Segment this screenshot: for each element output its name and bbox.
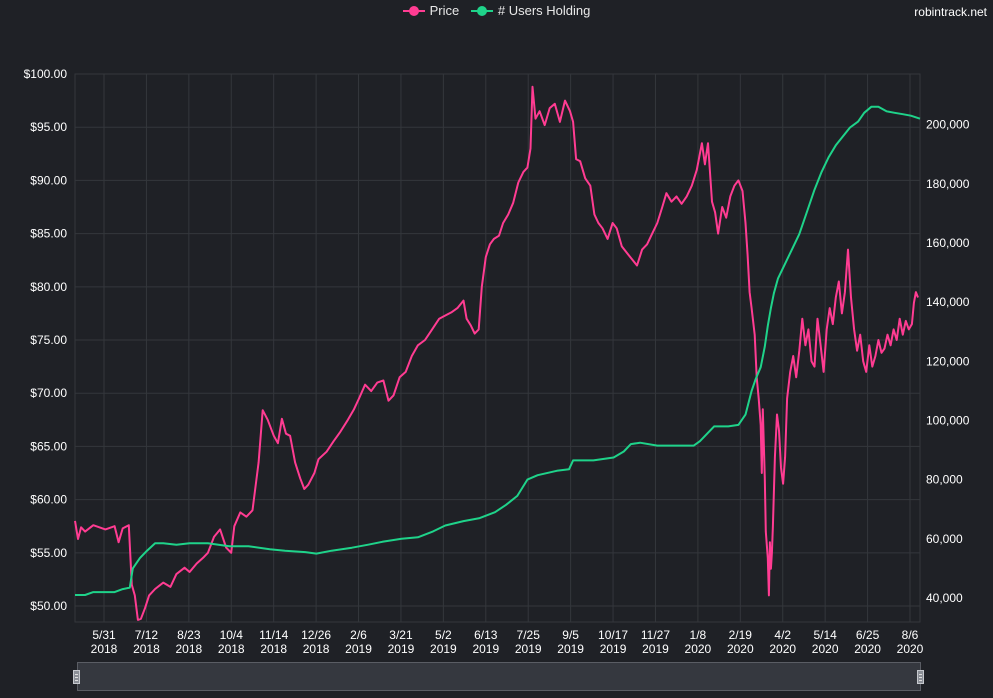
x-tick-label: 10/4 bbox=[220, 628, 244, 642]
x-tick-label: 11/27 bbox=[641, 628, 670, 642]
x-tick-label: 10/17 bbox=[598, 628, 628, 642]
plot-frame bbox=[74, 73, 921, 623]
x-tick-label: 7/25 bbox=[517, 628, 541, 642]
y-left-tick-label: $85.00 bbox=[30, 227, 67, 241]
navigator-left-handle[interactable] bbox=[73, 670, 80, 684]
y-right-tick-label: 140,000 bbox=[926, 295, 970, 309]
x-tick-year-label: 2018 bbox=[133, 642, 160, 656]
y-left-tick-label: $50.00 bbox=[30, 599, 67, 613]
legend: Price # Users Holding bbox=[0, 3, 993, 20]
x-tick-label: 4/2 bbox=[774, 628, 791, 642]
navigator-right-handle[interactable] bbox=[917, 670, 924, 684]
x-tick-year-label: 2019 bbox=[600, 642, 627, 656]
x-tick-label: 2/19 bbox=[729, 628, 753, 642]
x-tick-year-label: 2018 bbox=[303, 642, 330, 656]
x-tick-label: 11/14 bbox=[259, 628, 288, 642]
x-tick-year-label: 2020 bbox=[812, 642, 839, 656]
y-right-tick-label: 180,000 bbox=[926, 177, 970, 191]
grid-lines bbox=[74, 73, 921, 623]
y-left-tick-label: $65.00 bbox=[30, 439, 67, 453]
x-tick-year-label: 2019 bbox=[515, 642, 542, 656]
x-tick-year-label: 2020 bbox=[727, 642, 754, 656]
y-left-tick-label: $70.00 bbox=[30, 386, 67, 400]
x-tick-year-label: 2020 bbox=[769, 642, 796, 656]
y-right-tick-label: 160,000 bbox=[926, 236, 970, 250]
range-navigator[interactable] bbox=[77, 662, 921, 691]
legend-label-price: Price bbox=[429, 3, 460, 18]
y-left-tick-label: $100.00 bbox=[24, 67, 68, 81]
y-left-tick-label: $80.00 bbox=[30, 280, 67, 294]
x-tick-year-label: 2020 bbox=[897, 642, 924, 656]
x-tick-label: 9/5 bbox=[562, 628, 579, 642]
x-tick-year-label: 2020 bbox=[685, 642, 712, 656]
x-tick-year-label: 2019 bbox=[642, 642, 669, 656]
series-lines bbox=[74, 85, 921, 621]
x-tick-label: 5/2 bbox=[435, 628, 452, 642]
x-tick-label: 1/8 bbox=[690, 628, 707, 642]
x-tick-year-label: 2020 bbox=[854, 642, 881, 656]
y-right-tick-label: 200,000 bbox=[926, 118, 970, 132]
legend-item-users[interactable]: # Users Holding bbox=[470, 3, 591, 18]
x-tick-year-label: 2019 bbox=[388, 642, 415, 656]
x-tick-label: 3/21 bbox=[389, 628, 413, 642]
x-tick-year-label: 2019 bbox=[345, 642, 372, 656]
users-legend-icon bbox=[470, 5, 493, 17]
x-tick-label: 6/25 bbox=[856, 628, 880, 642]
x-tick-label: 6/13 bbox=[474, 628, 498, 642]
x-tick-year-label: 2018 bbox=[175, 642, 202, 656]
x-tick-label: 2/6 bbox=[350, 628, 367, 642]
users-holding-line bbox=[75, 105, 921, 596]
y-left-tick-label: $60.00 bbox=[30, 493, 67, 507]
x-tick-year-label: 2019 bbox=[557, 642, 584, 656]
x-axis: 5/3120187/1220188/23201810/4201811/14201… bbox=[91, 628, 924, 656]
y-left-tick-label: $75.00 bbox=[30, 333, 67, 347]
y-right-tick-label: 80,000 bbox=[926, 473, 963, 487]
x-tick-year-label: 2018 bbox=[91, 642, 118, 656]
y-left-tick-label: $90.00 bbox=[30, 173, 67, 187]
y-axis-right: 40,000 60,000 80,000 100,000 120,000 140,000 1… bbox=[926, 118, 970, 605]
x-tick-year-label: 2018 bbox=[218, 642, 245, 656]
x-tick-label: 8/6 bbox=[902, 628, 919, 642]
legend-item-price[interactable]: Price bbox=[402, 3, 460, 18]
y-right-tick-label: 40,000 bbox=[926, 591, 963, 605]
x-tick-label: 8/23 bbox=[177, 628, 201, 642]
x-tick-label: 7/12 bbox=[135, 628, 159, 642]
y-right-tick-label: 120,000 bbox=[926, 354, 970, 368]
y-right-tick-label: 100,000 bbox=[926, 413, 970, 427]
y-right-tick-label: 60,000 bbox=[926, 532, 963, 546]
x-tick-label: 5/14 bbox=[813, 628, 837, 642]
x-tick-year-label: 2018 bbox=[260, 642, 287, 656]
price-legend-icon bbox=[402, 5, 425, 17]
price-line bbox=[74, 85, 919, 621]
x-tick-year-label: 2019 bbox=[472, 642, 499, 656]
x-tick-label: 5/31 bbox=[92, 628, 116, 642]
x-tick-label: 12/26 bbox=[301, 628, 331, 642]
x-tick-year-label: 2019 bbox=[430, 642, 457, 656]
y-axis-left: $50.00 $55.00 $60.00 $65.00 $70.00 $75.00 $80.… bbox=[24, 67, 68, 613]
y-left-tick-label: $55.00 bbox=[30, 546, 67, 560]
brand-label: robintrack.net bbox=[914, 5, 987, 19]
y-left-tick-label: $95.00 bbox=[30, 120, 67, 134]
legend-label-users: # Users Holding bbox=[497, 3, 591, 18]
